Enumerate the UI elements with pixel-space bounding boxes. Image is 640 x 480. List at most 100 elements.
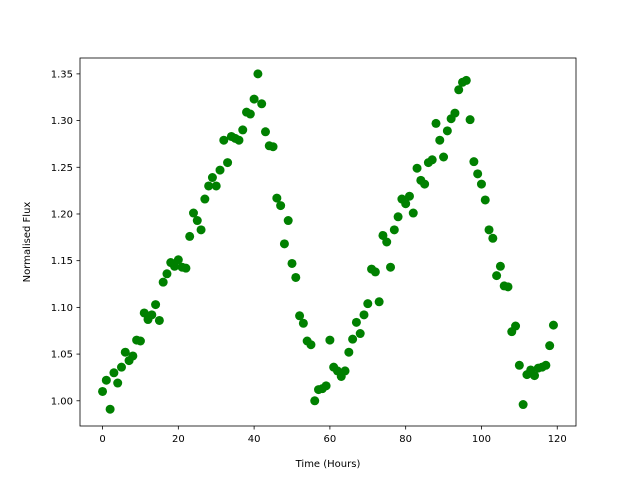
y-tick-label: 1.20 bbox=[51, 209, 73, 220]
point bbox=[518, 400, 528, 410]
point bbox=[450, 108, 460, 118]
point bbox=[541, 360, 551, 370]
point bbox=[151, 300, 161, 310]
point bbox=[363, 299, 373, 309]
point bbox=[439, 152, 449, 162]
point bbox=[135, 336, 145, 346]
point bbox=[545, 341, 555, 351]
point bbox=[291, 272, 301, 282]
point bbox=[408, 208, 418, 218]
point bbox=[215, 165, 225, 175]
y-tick-label: 1.10 bbox=[51, 303, 73, 314]
point bbox=[530, 371, 540, 381]
point bbox=[181, 263, 191, 273]
point bbox=[276, 201, 286, 211]
point bbox=[268, 142, 278, 152]
point bbox=[495, 261, 505, 271]
point bbox=[325, 335, 335, 345]
point bbox=[287, 258, 297, 268]
point bbox=[196, 225, 206, 235]
point bbox=[374, 297, 384, 307]
point bbox=[461, 75, 471, 85]
point bbox=[249, 94, 259, 104]
point bbox=[154, 315, 164, 325]
x-tick-label: 0 bbox=[99, 434, 105, 445]
point bbox=[147, 310, 157, 320]
y-tick-label: 1.25 bbox=[51, 163, 73, 174]
point bbox=[113, 378, 123, 388]
y-axis-label: Normalised Flux bbox=[22, 202, 33, 283]
point bbox=[105, 404, 115, 414]
point bbox=[98, 386, 108, 396]
point bbox=[306, 340, 316, 350]
y-tick-label: 1.15 bbox=[51, 256, 73, 267]
point bbox=[442, 126, 452, 136]
point bbox=[101, 375, 111, 385]
point bbox=[295, 311, 305, 321]
plot-frame bbox=[79, 57, 577, 427]
x-axis-label: Time (Hours) bbox=[295, 459, 361, 470]
point bbox=[321, 381, 331, 391]
point bbox=[351, 317, 361, 327]
point bbox=[473, 169, 483, 179]
point bbox=[386, 262, 396, 272]
point bbox=[412, 163, 422, 173]
point bbox=[454, 85, 464, 95]
point bbox=[431, 118, 441, 128]
point bbox=[435, 135, 445, 145]
point bbox=[420, 179, 430, 189]
point bbox=[109, 368, 119, 378]
point bbox=[238, 125, 248, 135]
point bbox=[340, 366, 350, 376]
point bbox=[257, 99, 267, 109]
point bbox=[173, 255, 183, 265]
point bbox=[260, 127, 270, 137]
point bbox=[476, 179, 486, 189]
y-tick-label: 1.35 bbox=[51, 69, 73, 80]
x-tick-label: 40 bbox=[248, 434, 261, 445]
point bbox=[548, 320, 558, 330]
x-tick-label: 120 bbox=[548, 434, 567, 445]
point bbox=[185, 231, 195, 241]
point bbox=[192, 216, 202, 226]
point bbox=[488, 233, 498, 243]
point bbox=[188, 208, 198, 218]
x-tick-label: 20 bbox=[172, 434, 185, 445]
point bbox=[219, 135, 229, 145]
point bbox=[272, 193, 282, 203]
point bbox=[484, 225, 494, 235]
point bbox=[170, 261, 180, 271]
point bbox=[404, 191, 414, 201]
point bbox=[234, 135, 244, 145]
point bbox=[511, 321, 521, 331]
point bbox=[382, 237, 392, 247]
point bbox=[158, 277, 168, 287]
point bbox=[492, 271, 502, 281]
point bbox=[469, 157, 479, 167]
point bbox=[204, 181, 214, 191]
point bbox=[139, 308, 149, 318]
point bbox=[116, 362, 126, 372]
point bbox=[370, 267, 380, 277]
point bbox=[283, 216, 293, 226]
point bbox=[207, 173, 217, 183]
point bbox=[310, 396, 320, 406]
point bbox=[465, 115, 475, 125]
point bbox=[393, 212, 403, 222]
point bbox=[344, 347, 354, 357]
x-tick-label: 100 bbox=[472, 434, 491, 445]
x-tick-label: 80 bbox=[399, 434, 412, 445]
point bbox=[378, 230, 388, 240]
y-tick-label: 1.30 bbox=[51, 116, 73, 127]
y-tick-label: 1.05 bbox=[51, 350, 73, 361]
point bbox=[253, 69, 263, 79]
point bbox=[348, 334, 358, 344]
point bbox=[389, 225, 399, 235]
point bbox=[120, 347, 130, 357]
point bbox=[503, 282, 513, 292]
point bbox=[128, 351, 138, 361]
point bbox=[401, 199, 411, 209]
point bbox=[298, 318, 308, 328]
